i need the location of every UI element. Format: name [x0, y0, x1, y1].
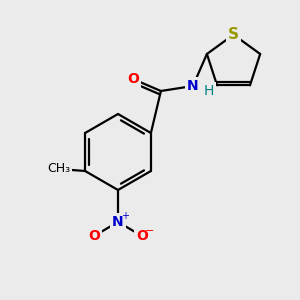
Text: −: − [145, 226, 155, 236]
Text: N: N [187, 79, 199, 93]
Text: S: S [228, 27, 239, 42]
Text: +: + [121, 211, 129, 221]
Text: O: O [136, 229, 148, 243]
Text: H: H [204, 84, 214, 98]
Text: CH₃: CH₃ [47, 163, 71, 176]
Text: O: O [88, 229, 100, 243]
Text: O: O [127, 72, 139, 86]
Text: N: N [112, 215, 124, 229]
